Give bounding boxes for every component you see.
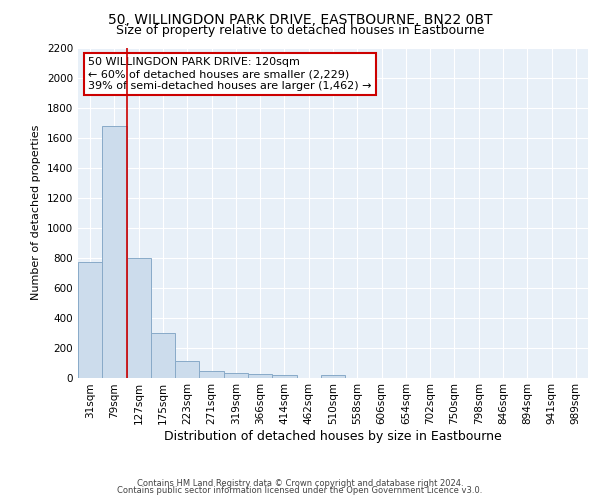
X-axis label: Distribution of detached houses by size in Eastbourne: Distribution of detached houses by size … xyxy=(164,430,502,443)
Text: Contains public sector information licensed under the Open Government Licence v3: Contains public sector information licen… xyxy=(118,486,482,495)
Y-axis label: Number of detached properties: Number of detached properties xyxy=(31,125,41,300)
Bar xyxy=(224,372,248,378)
Bar xyxy=(175,361,199,378)
Bar xyxy=(127,258,151,378)
Text: 50 WILLINGDON PARK DRIVE: 120sqm
← 60% of detached houses are smaller (2,229)
39: 50 WILLINGDON PARK DRIVE: 120sqm ← 60% o… xyxy=(88,58,372,90)
Bar xyxy=(321,374,345,378)
Bar xyxy=(199,371,224,378)
Bar xyxy=(248,374,272,378)
Text: Size of property relative to detached houses in Eastbourne: Size of property relative to detached ho… xyxy=(116,24,484,37)
Bar xyxy=(151,332,175,378)
Text: Contains HM Land Registry data © Crown copyright and database right 2024.: Contains HM Land Registry data © Crown c… xyxy=(137,478,463,488)
Text: 50, WILLINGDON PARK DRIVE, EASTBOURNE, BN22 0BT: 50, WILLINGDON PARK DRIVE, EASTBOURNE, B… xyxy=(108,12,492,26)
Bar xyxy=(272,374,296,378)
Bar xyxy=(78,262,102,378)
Bar xyxy=(102,126,127,378)
